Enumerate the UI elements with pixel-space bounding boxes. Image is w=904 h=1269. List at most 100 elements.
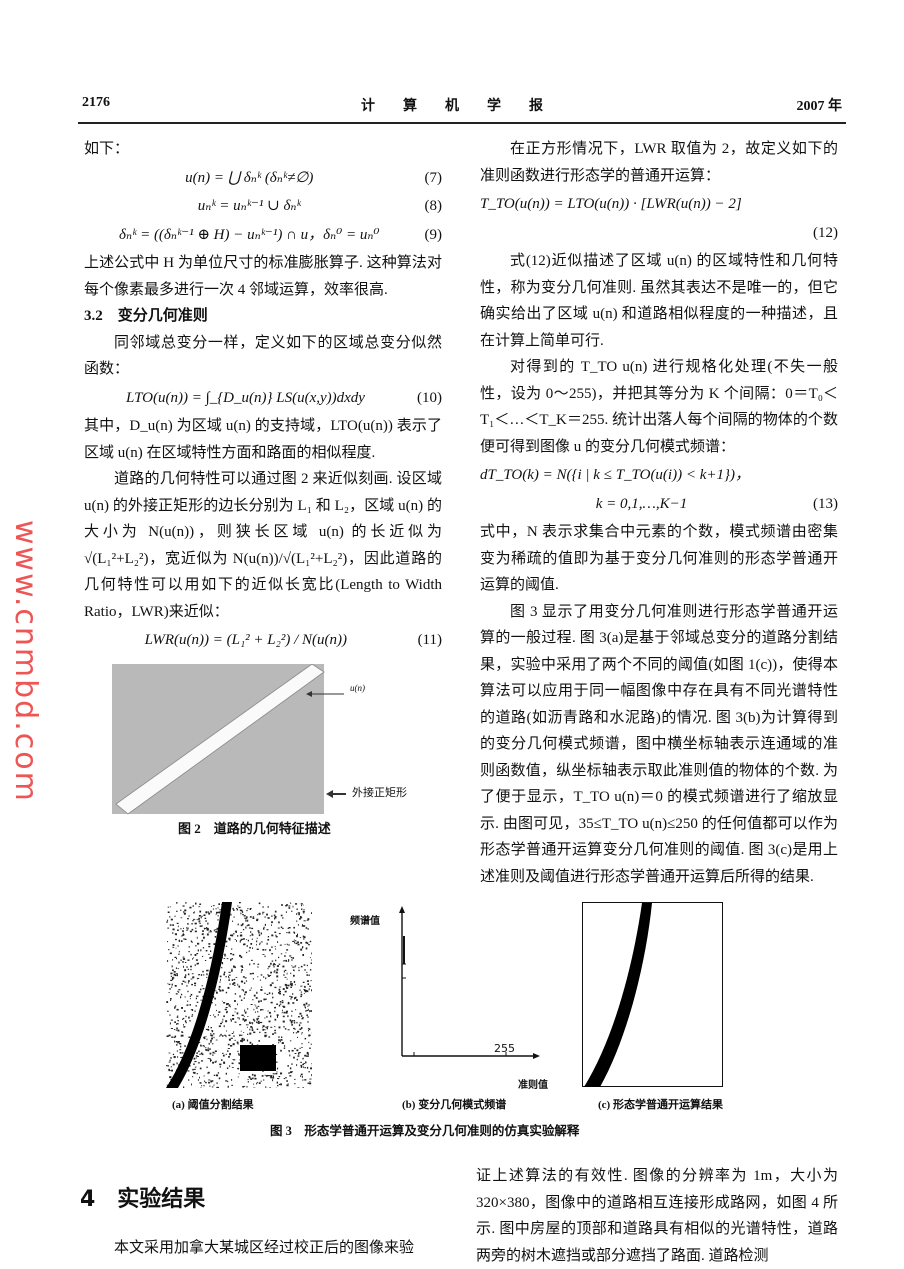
noise-speck xyxy=(173,944,175,946)
noise-speck xyxy=(208,954,210,955)
noise-speck xyxy=(257,1029,259,1030)
noise-speck xyxy=(291,1071,293,1072)
noise-speck xyxy=(257,966,258,967)
noise-speck xyxy=(192,1016,193,1017)
noise-speck xyxy=(219,990,221,992)
noise-speck xyxy=(208,1026,209,1028)
noise-speck xyxy=(249,1022,251,1024)
noise-speck xyxy=(168,907,169,908)
noise-speck xyxy=(216,908,217,909)
noise-speck xyxy=(174,971,176,972)
noise-speck xyxy=(246,1024,247,1025)
noise-speck xyxy=(287,944,288,946)
noise-speck xyxy=(301,966,302,967)
noise-speck xyxy=(251,988,252,989)
noise-speck xyxy=(170,1060,171,1062)
noise-speck xyxy=(244,1010,245,1012)
noise-speck xyxy=(288,1050,289,1051)
noise-speck xyxy=(249,1029,250,1031)
noise-speck xyxy=(202,985,203,986)
noise-speck xyxy=(308,1030,309,1032)
noise-speck xyxy=(241,965,243,967)
noise-speck xyxy=(283,1016,285,1018)
noise-speck xyxy=(239,1035,240,1037)
noise-speck xyxy=(202,925,203,927)
noise-speck xyxy=(206,1036,207,1037)
noise-speck xyxy=(248,1024,249,1025)
noise-speck xyxy=(183,934,185,935)
noise-speck xyxy=(243,929,244,930)
noise-speck xyxy=(309,1081,310,1082)
noise-speck xyxy=(263,1009,264,1010)
noise-speck xyxy=(229,984,231,985)
noise-speck xyxy=(273,963,275,965)
noise-speck xyxy=(293,970,294,971)
noise-speck xyxy=(229,975,231,976)
noise-speck xyxy=(237,935,238,936)
noise-speck xyxy=(234,966,236,967)
paragraph: 道路的几何特性可以通过图 2 来近似刻画. 设区域 u(n) 的外接正矩形的边长… xyxy=(84,466,442,625)
noise-speck xyxy=(250,943,252,945)
noise-speck xyxy=(191,923,193,924)
noise-speck xyxy=(206,1029,208,1030)
noise-speck xyxy=(173,1064,175,1066)
noise-speck xyxy=(185,974,186,976)
section-4: 4 实验结果 本文采用加拿大某城区经过校正后的图像来验 证上述算法的有效性. 图… xyxy=(0,1163,904,1269)
noise-speck xyxy=(272,1033,274,1035)
noise-speck xyxy=(278,957,279,958)
noise-speck xyxy=(190,998,191,999)
noise-speck xyxy=(251,928,253,929)
paragraph: 其中，D_u(n) 为区域 u(n) 的支持域，LTO(u(n)) 表示了区域 … xyxy=(84,413,442,466)
noise-speck xyxy=(244,994,245,996)
noise-speck xyxy=(311,980,312,981)
noise-speck xyxy=(264,1029,266,1030)
noise-speck xyxy=(240,935,242,937)
noise-speck xyxy=(219,909,221,910)
noise-speck xyxy=(201,1085,202,1086)
figure-2-caption: 图 2 道路的几何特征描述 xyxy=(178,820,331,838)
noise-speck xyxy=(265,1086,266,1088)
noise-speck xyxy=(249,1033,251,1035)
noise-speck xyxy=(216,914,217,915)
noise-speck xyxy=(279,1084,280,1085)
noise-speck xyxy=(215,936,216,938)
noise-speck xyxy=(267,1026,269,1027)
noise-speck xyxy=(183,1024,184,1025)
noise-speck xyxy=(258,930,260,931)
noise-speck xyxy=(279,989,281,991)
noise-speck xyxy=(247,920,248,922)
noise-speck xyxy=(167,1011,169,1012)
noise-speck xyxy=(305,1006,306,1008)
year: 2007 年 xyxy=(797,95,843,115)
noise-speck xyxy=(281,915,283,917)
noise-speck xyxy=(306,1015,308,1017)
noise-speck xyxy=(208,913,210,914)
noise-speck xyxy=(291,1011,292,1012)
noise-speck xyxy=(178,968,179,969)
noise-speck xyxy=(305,1062,307,1064)
noise-speck xyxy=(226,1011,227,1013)
noise-speck xyxy=(191,994,193,996)
noise-speck xyxy=(270,1075,272,1077)
noise-speck xyxy=(296,1049,298,1051)
noise-speck xyxy=(281,904,283,906)
noise-speck xyxy=(175,933,177,935)
noise-speck xyxy=(236,908,237,909)
noise-speck xyxy=(189,907,191,909)
noise-speck xyxy=(185,962,186,963)
noise-speck xyxy=(244,982,245,984)
noise-speck xyxy=(285,944,286,945)
section-heading-3-2: 3.2 变分几何准则 xyxy=(84,303,442,330)
noise-speck xyxy=(291,1020,293,1021)
noise-speck xyxy=(187,918,189,919)
noise-speck xyxy=(201,917,202,918)
noise-speck xyxy=(223,1015,225,1017)
noise-speck xyxy=(240,941,241,943)
figure-3a-image xyxy=(166,902,312,1088)
noise-speck xyxy=(300,1062,301,1063)
noise-speck xyxy=(195,945,196,946)
noise-speck xyxy=(196,1055,198,1056)
noise-speck xyxy=(213,1014,214,1016)
noise-speck xyxy=(179,1049,181,1050)
noise-speck xyxy=(297,942,299,943)
